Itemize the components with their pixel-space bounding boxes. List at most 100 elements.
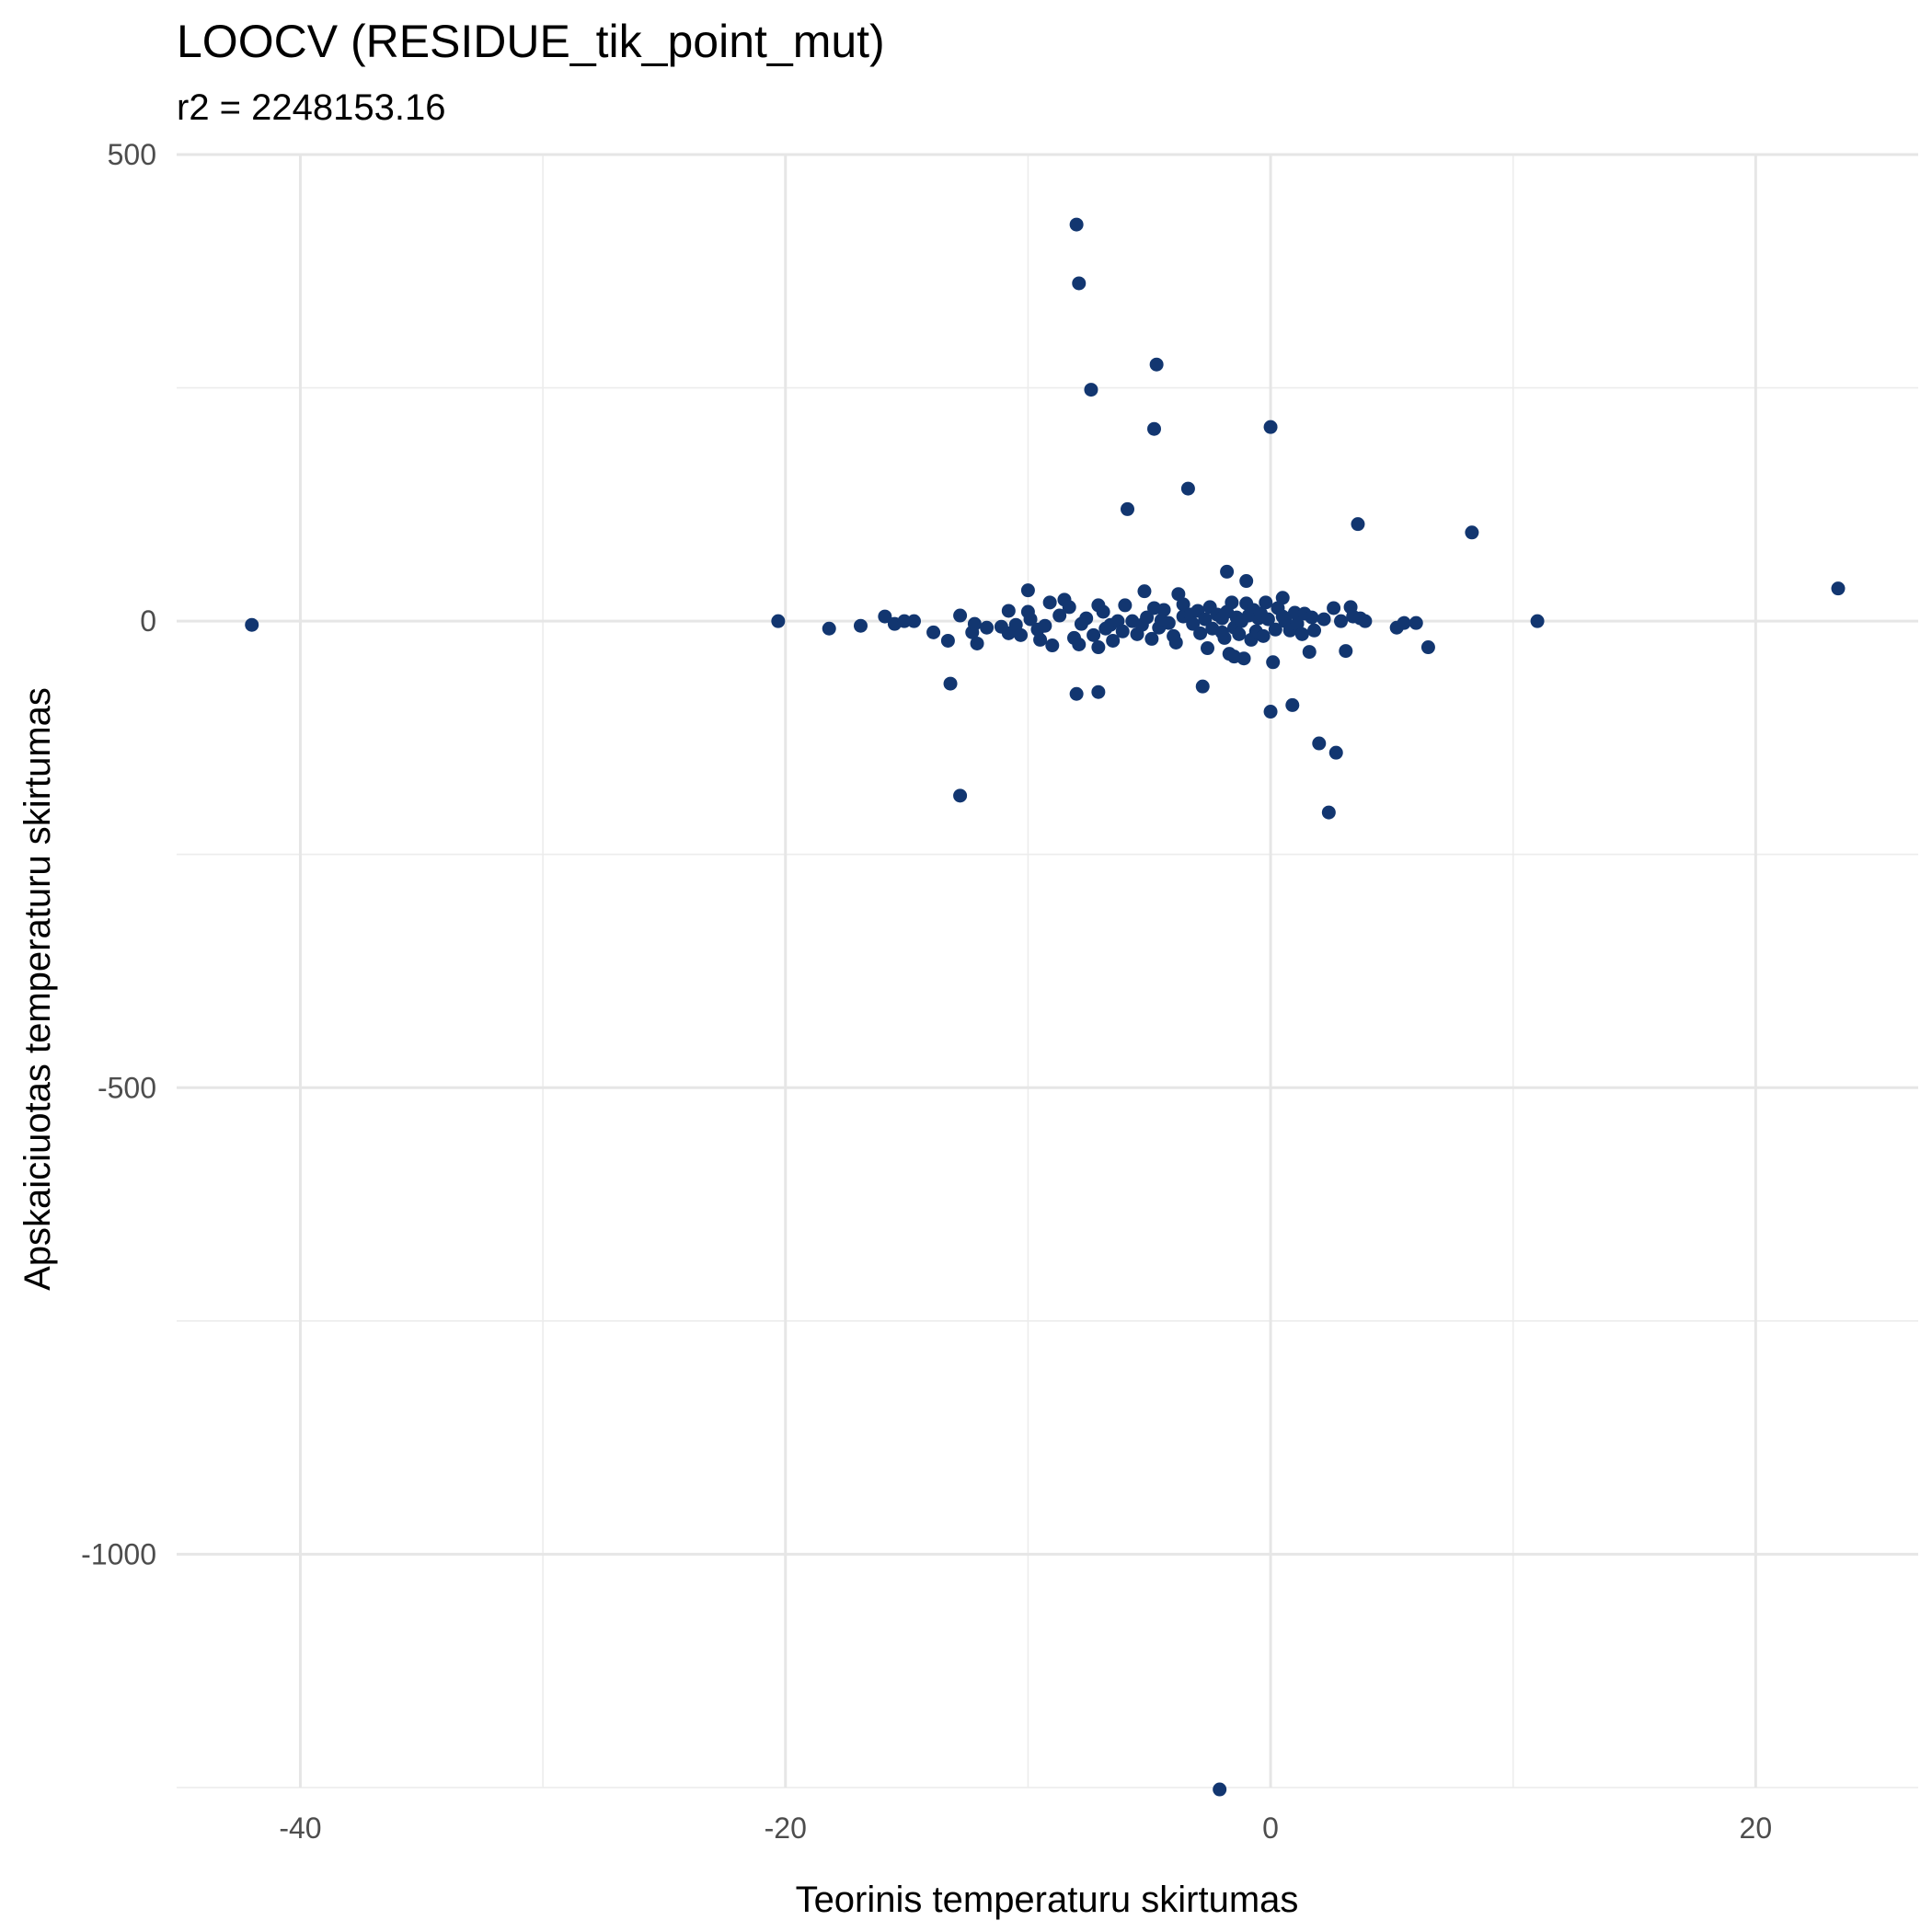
data-point bbox=[943, 676, 958, 691]
data-point bbox=[980, 620, 995, 635]
data-point bbox=[1213, 1782, 1227, 1797]
y-tick-label: 0 bbox=[140, 604, 156, 638]
data-point bbox=[1121, 501, 1135, 516]
data-point bbox=[1137, 584, 1152, 599]
data-point bbox=[967, 616, 982, 631]
data-point bbox=[1294, 627, 1309, 641]
data-point bbox=[1275, 591, 1290, 605]
data-point bbox=[1096, 604, 1110, 619]
data-point bbox=[1115, 624, 1130, 638]
data-point bbox=[1198, 612, 1213, 627]
data-point bbox=[1072, 638, 1087, 651]
data-point bbox=[1161, 615, 1176, 630]
data-point bbox=[1001, 604, 1016, 618]
y-axis-ticks: 500 0 -500 -1000 bbox=[81, 138, 156, 1570]
chart-subtitle: r2 = 2248153.16 bbox=[177, 87, 445, 128]
data-point bbox=[1290, 616, 1305, 631]
data-point bbox=[1263, 420, 1278, 434]
data-point bbox=[1285, 697, 1300, 712]
data-point bbox=[1072, 276, 1087, 291]
data-point bbox=[1176, 597, 1190, 612]
data-point bbox=[1256, 628, 1271, 643]
data-point bbox=[1149, 357, 1164, 372]
data-point bbox=[1327, 601, 1341, 615]
data-point bbox=[1307, 623, 1322, 638]
data-point bbox=[1091, 640, 1106, 655]
data-point bbox=[853, 618, 868, 633]
data-point bbox=[1530, 614, 1545, 628]
data-point bbox=[1168, 635, 1183, 650]
y-tick-label: 500 bbox=[108, 138, 156, 171]
data-point bbox=[1023, 612, 1038, 627]
data-point bbox=[1052, 608, 1067, 623]
data-point bbox=[940, 633, 955, 648]
data-point bbox=[1334, 614, 1349, 628]
data-point bbox=[1409, 615, 1423, 630]
data-point bbox=[1195, 679, 1210, 694]
data-point bbox=[1140, 610, 1155, 625]
data-points bbox=[245, 217, 1846, 1797]
data-point bbox=[1069, 217, 1084, 232]
data-point bbox=[1069, 686, 1084, 701]
data-point bbox=[1118, 598, 1133, 613]
data-point bbox=[771, 614, 786, 628]
data-point bbox=[1328, 745, 1343, 760]
data-point bbox=[1110, 614, 1125, 628]
data-point bbox=[906, 614, 921, 628]
chart-title: LOOCV (RESIDUE_tik_point_mut) bbox=[177, 16, 885, 67]
data-point bbox=[1156, 603, 1171, 617]
data-point bbox=[1147, 421, 1162, 436]
data-point bbox=[1079, 611, 1094, 626]
data-point bbox=[1106, 633, 1121, 648]
data-point bbox=[1321, 805, 1336, 820]
x-tick-label: 0 bbox=[1262, 1811, 1279, 1845]
data-point bbox=[1351, 517, 1365, 532]
data-point bbox=[953, 788, 968, 803]
data-point bbox=[1008, 617, 1023, 632]
data-point bbox=[1087, 627, 1101, 642]
data-point bbox=[1302, 645, 1317, 660]
x-tick-label: -20 bbox=[765, 1811, 807, 1845]
data-point bbox=[1186, 616, 1201, 631]
x-tick-label: 20 bbox=[1740, 1811, 1773, 1845]
data-point bbox=[953, 608, 968, 623]
data-point bbox=[1045, 638, 1060, 653]
minor-gridlines bbox=[177, 155, 1918, 1788]
data-point bbox=[1465, 525, 1479, 540]
data-point bbox=[245, 617, 259, 632]
y-axis-label: Apskaiciuotas temperaturu skirtumas bbox=[17, 687, 58, 1291]
data-point bbox=[1201, 641, 1215, 656]
data-point bbox=[1193, 626, 1208, 640]
data-point bbox=[1091, 684, 1106, 699]
data-point bbox=[1260, 612, 1275, 627]
data-point bbox=[1259, 595, 1273, 610]
data-point bbox=[897, 614, 912, 628]
data-point bbox=[1232, 627, 1247, 641]
data-point bbox=[970, 636, 984, 650]
data-point bbox=[1263, 705, 1278, 719]
data-point bbox=[1305, 610, 1319, 625]
data-point bbox=[1239, 574, 1254, 589]
data-point bbox=[1144, 631, 1159, 646]
data-point bbox=[1171, 587, 1186, 602]
data-point bbox=[1042, 595, 1057, 610]
data-point bbox=[1339, 644, 1353, 659]
x-tick-label: -40 bbox=[279, 1811, 321, 1845]
data-point bbox=[1397, 615, 1411, 630]
data-point bbox=[1225, 595, 1239, 610]
data-point bbox=[1358, 614, 1373, 628]
x-axis-label: Teorinis temperaturu skirtumas bbox=[796, 1880, 1299, 1920]
data-point bbox=[1062, 600, 1076, 615]
data-point bbox=[1033, 632, 1048, 647]
data-point bbox=[1038, 618, 1052, 633]
data-point bbox=[878, 609, 892, 624]
data-point bbox=[926, 625, 941, 639]
data-point bbox=[1236, 651, 1251, 666]
data-point bbox=[822, 621, 836, 636]
data-point bbox=[1266, 655, 1281, 670]
data-point bbox=[1180, 481, 1195, 496]
data-point bbox=[1220, 564, 1235, 579]
y-tick-label: -500 bbox=[98, 1071, 156, 1104]
